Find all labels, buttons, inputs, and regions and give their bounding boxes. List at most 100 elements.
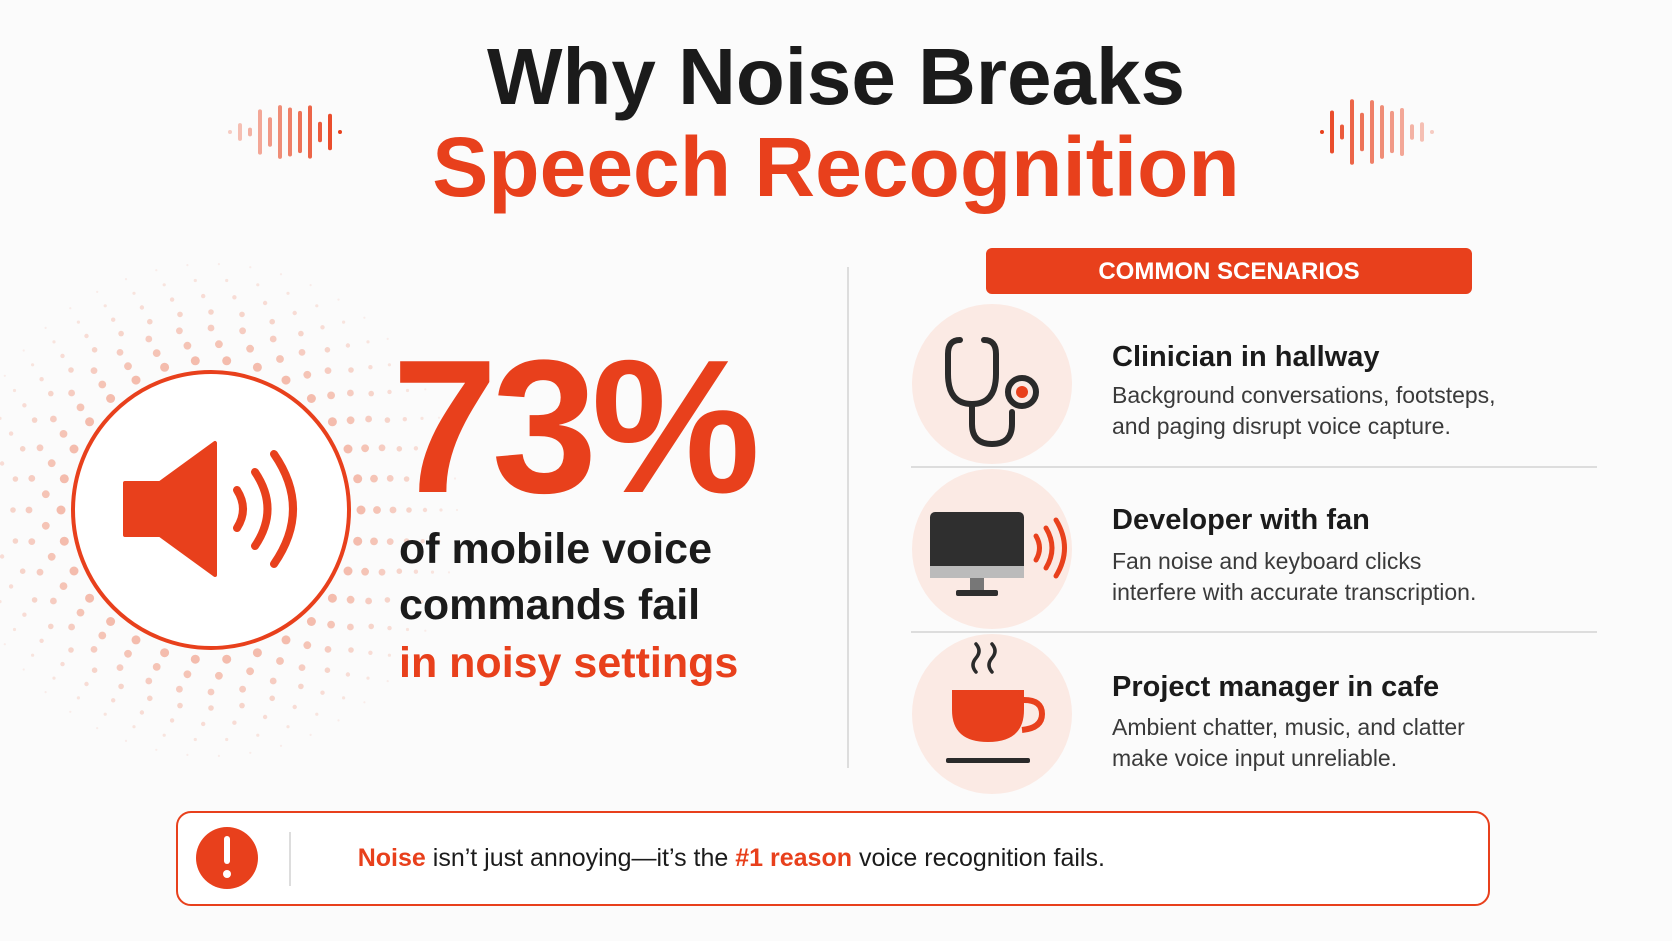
waveform-bar: [248, 127, 252, 137]
halftone-dot: [387, 363, 391, 367]
scenario-desc: interfere with accurate transcription.: [1112, 579, 1476, 605]
halftone-dot: [3, 374, 6, 377]
halftone-dot: [47, 552, 56, 561]
halftone-dot: [453, 540, 457, 543]
halftone-dot: [356, 505, 366, 515]
halftone-dot: [343, 444, 353, 454]
halftone-dot: [403, 476, 410, 482]
halftone-dot: [124, 362, 132, 371]
halftone-dot: [22, 349, 25, 352]
halftone-dot: [353, 474, 363, 484]
halftone-dot: [320, 690, 325, 695]
halftone-dot: [403, 538, 410, 544]
waveform-bar: [1430, 130, 1434, 134]
halftone-dot: [346, 416, 355, 425]
halftone-dot: [183, 341, 192, 350]
halftone-dot: [256, 283, 260, 287]
halftone-dot: [30, 653, 35, 657]
halftone-dot: [162, 733, 166, 737]
halftone-dot: [41, 490, 50, 499]
footer-part: isn’t just annoying—it’s the: [426, 844, 735, 872]
halftone-dot: [59, 582, 68, 590]
scenario-desc: make voice input unreliable.: [1112, 745, 1397, 771]
halftone-dot: [68, 367, 74, 373]
halftone-dot: [44, 326, 47, 329]
halftone-dot: [48, 623, 54, 630]
halftone-dot: [386, 538, 394, 545]
halftone-dot: [363, 316, 366, 319]
halftone-dot: [368, 623, 375, 630]
cup-icon: [946, 642, 1046, 763]
halftone-dot: [169, 297, 175, 302]
halftone-dot: [59, 536, 69, 546]
halftone-dot: [420, 416, 424, 420]
halftone-dot: [342, 696, 346, 700]
halftone-dot: [8, 584, 14, 589]
halftone-dot: [217, 263, 220, 266]
halftone-dot: [176, 685, 183, 693]
halftone-dot: [342, 320, 346, 324]
halftone-dot: [25, 506, 33, 514]
halftone-dot: [19, 446, 26, 452]
waveform-bar: [1350, 99, 1354, 165]
halftone-dot: [345, 672, 351, 677]
scenario-title: Developer with fan: [1112, 504, 1370, 536]
halftone-dot: [249, 266, 252, 269]
halftone-dot: [347, 389, 354, 397]
halftone-dot: [346, 595, 355, 604]
stat-line: commands fail: [399, 581, 700, 629]
halftone-dot: [48, 390, 54, 397]
halftone-dot: [406, 507, 412, 513]
halftone-dot: [19, 568, 26, 574]
halftone-dot: [298, 664, 306, 671]
halftone-dot: [298, 683, 304, 690]
halftone-dot: [160, 362, 170, 372]
halftone-dot: [363, 701, 366, 704]
halftone-dot: [111, 698, 116, 703]
waveform-bar: [1370, 100, 1374, 164]
halftone-dot: [430, 446, 435, 450]
halftone-dot: [384, 417, 391, 423]
halftone-dot: [50, 597, 57, 605]
halftone-dot: [407, 656, 410, 659]
halftone-dot: [361, 444, 369, 453]
halftone-dot: [315, 712, 319, 716]
halftone-dot: [389, 506, 397, 514]
halftone-dot: [31, 417, 38, 423]
halftone-dot: [413, 446, 419, 451]
halftone-dot: [348, 367, 354, 373]
halftone-dot: [232, 720, 237, 725]
halftone-dot: [447, 571, 451, 574]
halftone-dot: [76, 696, 80, 700]
halftone-dot: [324, 347, 331, 353]
halftone-dot: [279, 273, 283, 276]
stat-line: of mobile voice: [399, 525, 712, 573]
halftone-dot: [384, 597, 391, 603]
halftone-dot: [152, 349, 161, 357]
halftone-dot: [239, 685, 247, 693]
halftone-dot: [269, 677, 277, 685]
stat-highlight: in noisy settings: [399, 639, 738, 687]
halftone-dot: [447, 446, 451, 449]
halftone-dot: [131, 635, 141, 645]
halftone-dot: [132, 291, 136, 295]
scenario-desc: Ambient chatter, music, and clatter: [1112, 714, 1465, 740]
halftone-dot: [386, 337, 389, 340]
halftone-dot: [439, 508, 443, 512]
halftone-dot: [453, 477, 457, 480]
halftone-dot: [44, 691, 47, 694]
halftone-dot: [84, 681, 89, 687]
halftone-dot: [201, 293, 206, 299]
halftone-dot: [413, 569, 419, 574]
halftone-dot: [190, 356, 200, 366]
halftone-dot: [222, 356, 232, 366]
halftone-dot: [373, 506, 381, 514]
footer-text: Noise isn’t just annoying—it’s the #1 re…: [323, 844, 1126, 872]
halftone-dot: [124, 649, 132, 658]
halftone-dot: [249, 751, 252, 754]
halftone-dot: [85, 417, 95, 427]
halftone-dot: [22, 403, 27, 408]
footer-emphasis: #1 reason: [735, 844, 852, 872]
alert-mark: [224, 836, 230, 864]
